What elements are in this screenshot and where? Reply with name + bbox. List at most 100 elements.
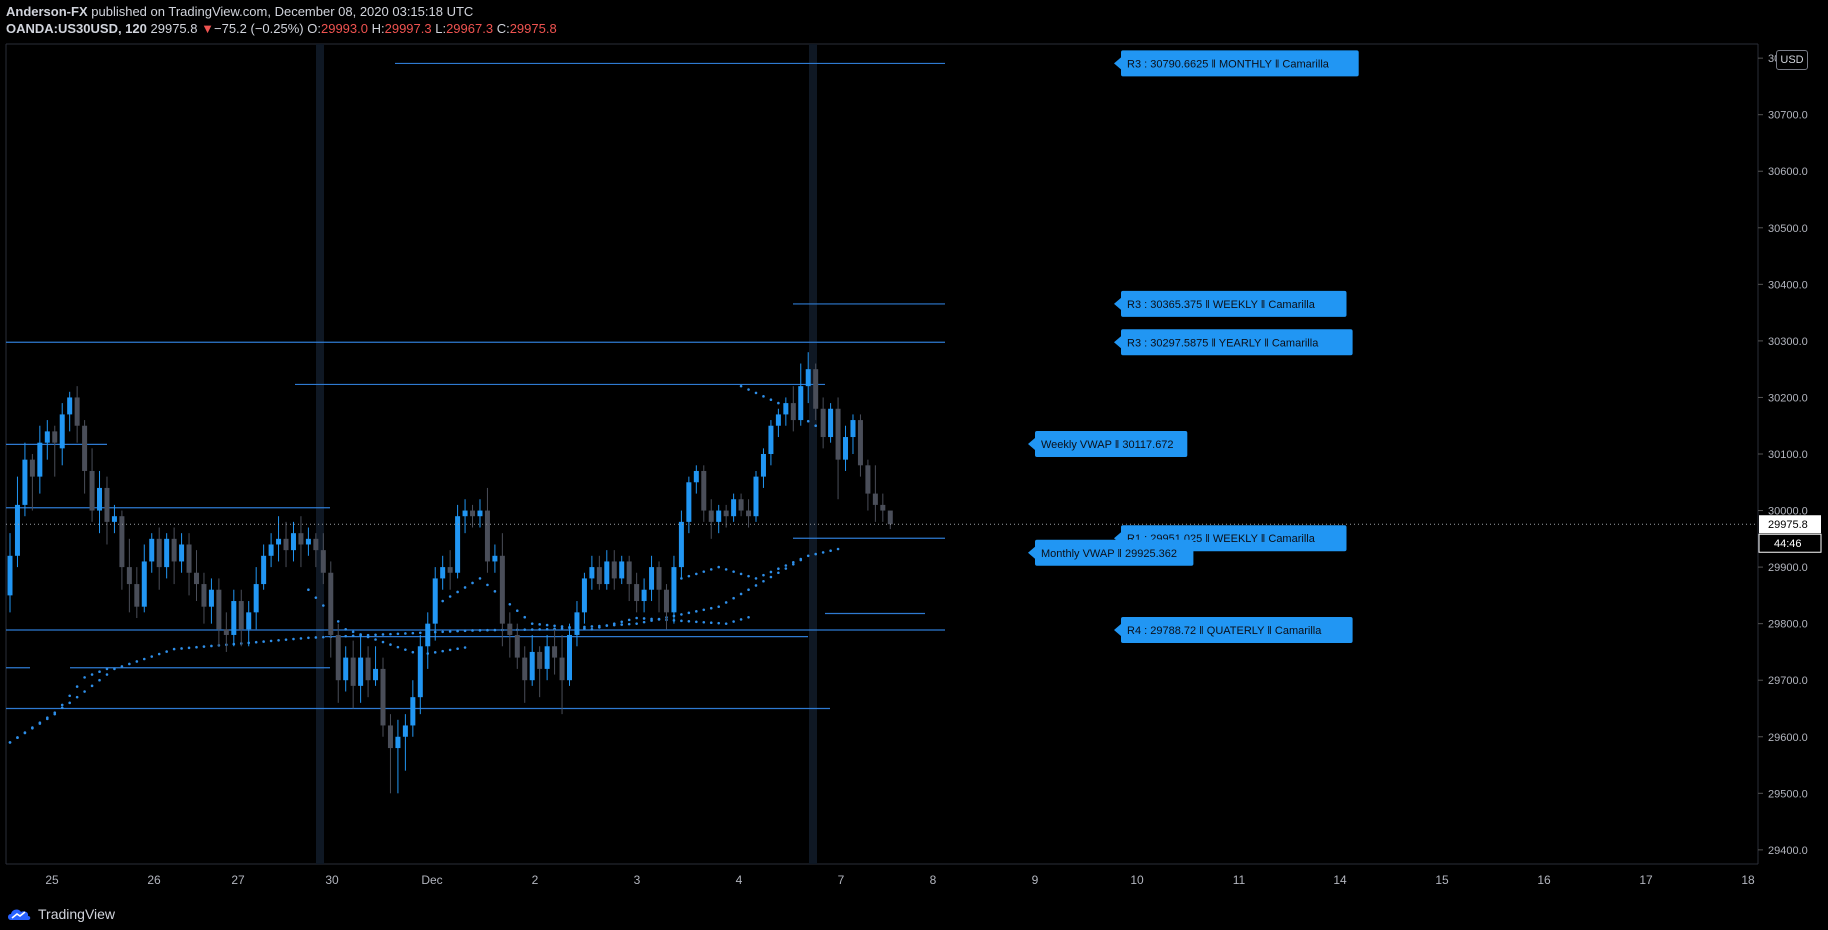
candle-body xyxy=(768,425,774,454)
monthly-vwap-curve-dot xyxy=(545,628,549,631)
prior-vwap-curve-dot xyxy=(98,670,101,674)
candle xyxy=(678,510,684,579)
countdown-label: 44:46 xyxy=(1774,538,1802,550)
candle xyxy=(328,561,334,658)
candle xyxy=(156,527,162,590)
vwap-curve-dec-dot xyxy=(463,586,467,589)
weekly-vwap-curve-dot xyxy=(747,388,750,391)
candle xyxy=(97,470,103,534)
candle-body xyxy=(22,459,28,505)
candle-body xyxy=(760,454,766,477)
candle xyxy=(313,533,319,568)
monthly-vwap-curve-dot xyxy=(344,634,348,638)
candle-body xyxy=(716,510,722,522)
candle xyxy=(805,352,811,404)
candle xyxy=(37,425,43,494)
x-tick-label: 14 xyxy=(1333,873,1347,887)
prior-vwap-curve-dot xyxy=(38,722,42,725)
candlestick-chart[interactable]: R3 : 30790.6625 ‖ MONTHLY ‖ Camarilla R3 … xyxy=(0,0,1828,898)
vwap-curve-dec-dot xyxy=(680,619,683,623)
candle-body xyxy=(775,414,781,426)
vwap-curve-dec-dot xyxy=(635,616,638,620)
monthly-vwap-curve-dot xyxy=(202,645,206,648)
vwap-curve-mid-dot xyxy=(441,649,444,653)
candle-body xyxy=(619,561,625,579)
candle xyxy=(716,504,722,534)
level-label-text: Monthly VWAP ‖ 29925.362 xyxy=(1041,548,1177,560)
vwap-curve-recent xyxy=(680,547,840,580)
y-tick-label: 30700.0 xyxy=(1768,110,1808,122)
candle-body xyxy=(514,634,520,658)
candle xyxy=(208,578,214,624)
candle xyxy=(320,533,326,585)
monthly-vwap-curve-dot xyxy=(396,632,400,636)
candle-body xyxy=(253,584,259,613)
candle-body xyxy=(798,386,804,421)
candle xyxy=(552,629,558,675)
candle xyxy=(753,470,759,522)
candle-body xyxy=(581,578,587,613)
last-price-label: 29975.8 xyxy=(1768,519,1808,531)
author-name[interactable]: Anderson-FX xyxy=(6,4,88,19)
candle-body xyxy=(589,567,595,579)
candle-body xyxy=(880,504,886,511)
candle-body xyxy=(507,623,513,635)
candle xyxy=(358,634,364,703)
vwap-curve-mid-dot xyxy=(411,650,415,654)
candle-body xyxy=(380,668,386,726)
candle xyxy=(380,657,386,737)
candle xyxy=(641,578,647,613)
vwap-curve-recent-dot xyxy=(732,570,735,573)
vwap-curve-dec-dot xyxy=(627,618,631,622)
prior-vwap-curve-dot xyxy=(31,726,34,730)
candle xyxy=(514,623,520,669)
candle-body xyxy=(783,403,789,415)
prior-vwap-curve-dot xyxy=(83,676,86,679)
vwap-curve-dec-dot xyxy=(695,620,698,624)
y-tick-label: 30600.0 xyxy=(1768,166,1808,178)
candle xyxy=(731,493,737,522)
vwap-curve-dec-dot xyxy=(471,581,474,585)
vwap-curve-dec-dot xyxy=(605,624,609,627)
pivot-level-segments xyxy=(6,62,945,710)
candle xyxy=(104,476,110,545)
last-price-box xyxy=(1759,515,1821,534)
candle-body xyxy=(499,555,505,624)
candle-body xyxy=(484,510,490,562)
price-axis[interactable]: 29400.0 29500.0 29600.0 29700.0 29800.0 29900… xyxy=(1758,53,1808,857)
published-text: published on TradingView.com, December 0… xyxy=(91,4,474,19)
candle xyxy=(186,533,192,596)
candle xyxy=(373,646,379,686)
monthly-vwap-curve-dot xyxy=(717,605,720,608)
monthly-vwap-curve-dot xyxy=(754,584,758,587)
level-label-pointer xyxy=(1114,57,1121,70)
prior-vwap-curve-dot xyxy=(75,685,79,688)
currency-button[interactable]: USD xyxy=(1776,50,1808,70)
y-tick-label: 29800.0 xyxy=(1768,619,1808,631)
candle xyxy=(567,623,572,686)
candle-body xyxy=(686,482,692,522)
vwap-curve-dec-dot xyxy=(456,590,459,594)
candle xyxy=(813,363,819,421)
level-label-text: R4 : 29788.72 ‖ QUATERLY ‖ Camarilla xyxy=(1127,625,1322,637)
time-axis[interactable]: 25 26 27 30 Dec 2 3 4 7 8 9 10 11 14 15 16 17 18 xyxy=(45,873,1755,887)
candle-body xyxy=(156,538,162,568)
monthly-vwap-curve-dot xyxy=(642,620,646,624)
candle xyxy=(455,504,461,579)
chart-pane-background xyxy=(6,44,1758,864)
candle xyxy=(44,420,50,460)
vwap-curve-dec-dot xyxy=(642,617,646,620)
monthly-vwap-curve-dot xyxy=(553,627,556,631)
vwap-curve-mid-dot xyxy=(404,648,407,651)
vwap-curve-recent-dot xyxy=(687,574,691,578)
candle xyxy=(179,533,185,573)
y-tick-label: 29700.0 xyxy=(1768,675,1808,687)
candle xyxy=(589,555,595,590)
monthly-vwap-curve-dot xyxy=(180,647,183,650)
vwap-curve-mid-dot xyxy=(359,633,362,636)
candle xyxy=(499,533,505,647)
symbol-label[interactable]: OANDA:US30USD, 120 xyxy=(6,21,147,36)
tradingview-logo[interactable]: TradingView xyxy=(6,906,115,922)
candle-body xyxy=(857,420,863,466)
low-value: 29967.3 xyxy=(446,21,494,36)
